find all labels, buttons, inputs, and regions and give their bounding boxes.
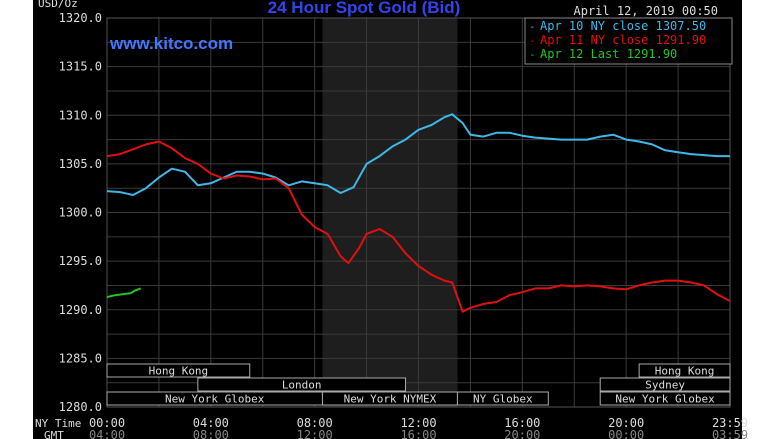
x-tick-labels: 00:00 04:00 08:00 12:00 16:00 20:00 23:5904:00…	[89, 416, 748, 439]
gmt-tick-label: 16:00	[400, 428, 436, 439]
legend-box	[524, 17, 733, 65]
watermark: www.kitco.com	[109, 34, 233, 53]
session-label: NY Globex	[473, 393, 533, 406]
session-label: New York Globex	[615, 393, 715, 406]
ny-tick-label: 20:00	[608, 416, 644, 430]
y-tick-label: 1305.0	[59, 157, 102, 171]
gmt-tick-label: 12:00	[297, 428, 333, 439]
gmt-label: GMT	[44, 429, 64, 439]
series-line-1	[106, 140, 731, 313]
ny-tick-label: 16:00	[504, 416, 540, 430]
ny-tick-label: 04:00	[193, 416, 229, 430]
session-box	[106, 363, 251, 378]
gmt-tick-label: 20:00	[504, 428, 540, 439]
gmt-tick-label: 03:59	[712, 428, 748, 439]
session-box	[599, 391, 731, 406]
y-tick-label: 1290.0	[59, 303, 102, 317]
grid	[106, 17, 731, 408]
legend: - Apr 10 NY close 1307.50- Apr 11 NY close…	[524, 17, 733, 65]
plot-border	[106, 17, 731, 408]
legend-marker: -	[529, 20, 536, 33]
session-box	[197, 377, 407, 392]
legend-entry: Apr 11 NY close 1291.90	[540, 33, 706, 47]
y-tick-label: 1280.0	[59, 400, 102, 414]
session-box	[599, 377, 731, 392]
legend-marker: -	[529, 48, 536, 61]
y-tick-label: 1315.0	[59, 60, 102, 74]
ny-time-label: NY Time	[35, 417, 81, 430]
gmt-tick-label: 00:00	[608, 428, 644, 439]
session-label: Hong Kong	[655, 365, 715, 378]
session-label: London	[282, 379, 322, 392]
session-label: Hong Kong	[149, 365, 209, 378]
session-label: New York Globex	[165, 393, 265, 406]
y-tick-label: 1300.0	[59, 206, 102, 220]
y-tick-labels: 1280.0 1285.0 1290.0 1295.0 1300.0 1305.0 1310…	[59, 11, 102, 414]
y-tick-label: 1285.0	[59, 351, 102, 365]
legend-entry: Apr 10 NY close 1307.50	[540, 19, 706, 33]
session-box	[456, 391, 549, 406]
y-tick-label: 1320.0	[59, 11, 102, 25]
unit-label: USD/Oz	[38, 0, 78, 10]
ny-tick-label: 12:00	[400, 416, 436, 430]
session-label: Sydney	[645, 379, 685, 392]
timestamp: April 12, 2019 00:50	[574, 4, 719, 18]
gmt-tick-label: 08:00	[193, 428, 229, 439]
series-line-2	[106, 287, 142, 299]
legend-entry: Apr 12 Last 1291.90	[540, 47, 677, 61]
ny-tick-label: 00:00	[89, 416, 125, 430]
ny-tick-label: 08:00	[297, 416, 333, 430]
price-series	[106, 113, 731, 313]
session-box	[638, 363, 731, 378]
y-tick-label: 1295.0	[59, 254, 102, 268]
series-line-0	[106, 113, 730, 196]
chart-title: 24 Hour Spot Gold (Bid)	[268, 0, 461, 17]
legend-marker: -	[529, 34, 536, 47]
gmt-tick-label: 04:00	[89, 428, 125, 439]
ny-tick-label: 23:59	[712, 416, 748, 430]
session-label: New York NYMEX	[344, 393, 437, 406]
y-tick-label: 1310.0	[59, 108, 102, 122]
